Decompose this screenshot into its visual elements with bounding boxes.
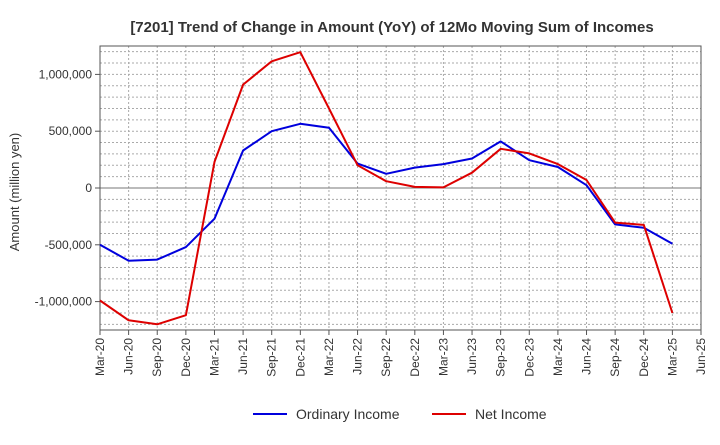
- x-tick-label: Dec-21: [293, 338, 307, 377]
- legend-label-net-income: Net Income: [475, 406, 547, 422]
- legend-label-ordinary-income: Ordinary Income: [296, 406, 400, 422]
- x-tick-label: Mar-23: [436, 338, 450, 376]
- x-tick-label: Mar-21: [207, 338, 221, 376]
- series-lines: [99, 51, 674, 326]
- y-tick-label: -1,000,000: [35, 295, 93, 309]
- x-tick-label: Sep-20: [150, 338, 164, 377]
- x-tick-label: Sep-24: [608, 338, 622, 377]
- y-axis-label: Amount (million yen): [7, 133, 22, 252]
- x-tick-label: Jun-22: [351, 338, 365, 375]
- x-tick-label: Sep-23: [494, 338, 508, 377]
- x-tick-label: Mar-22: [322, 338, 336, 376]
- x-tick-label: Mar-24: [551, 338, 565, 376]
- x-tick-label: Dec-22: [408, 338, 422, 377]
- x-tick-label: Mar-20: [93, 338, 107, 376]
- series-line-ordinary-income: [99, 122, 673, 262]
- chart-title: [7201] Trend of Change in Amount (YoY) o…: [130, 19, 653, 36]
- x-tick-label: Dec-20: [179, 338, 193, 377]
- y-tick-label: 500,000: [49, 124, 93, 138]
- x-tick-label: Sep-21: [265, 338, 279, 377]
- x-tick-label: Jun-20: [122, 338, 136, 375]
- y-axis-ticks: -1,000,000 -500,000 0 500,000 1,000,000: [35, 67, 100, 309]
- x-tick-label: Dec-24: [637, 338, 651, 377]
- x-tick-label: Mar-25: [665, 338, 679, 376]
- x-tick-label: Jun-25: [694, 338, 708, 375]
- x-axis-ticks: Mar-20 Jun-20 Sep-20 Dec-20 Mar-21 Jun-21 Sep-…: [93, 330, 708, 377]
- legend: Ordinary Income Net Income: [253, 406, 547, 422]
- series-line-net-income: [99, 51, 674, 326]
- x-tick-label: Dec-23: [522, 338, 536, 377]
- x-tick-label: Jun-23: [465, 338, 479, 375]
- x-tick-label: Jun-21: [236, 338, 250, 375]
- x-tick-label: Jun-24: [580, 338, 594, 375]
- y-tick-label: -500,000: [45, 238, 93, 252]
- y-tick-label: 1,000,000: [39, 67, 93, 81]
- x-tick-label: Sep-22: [379, 338, 393, 377]
- y-tick-label: 0: [85, 181, 92, 195]
